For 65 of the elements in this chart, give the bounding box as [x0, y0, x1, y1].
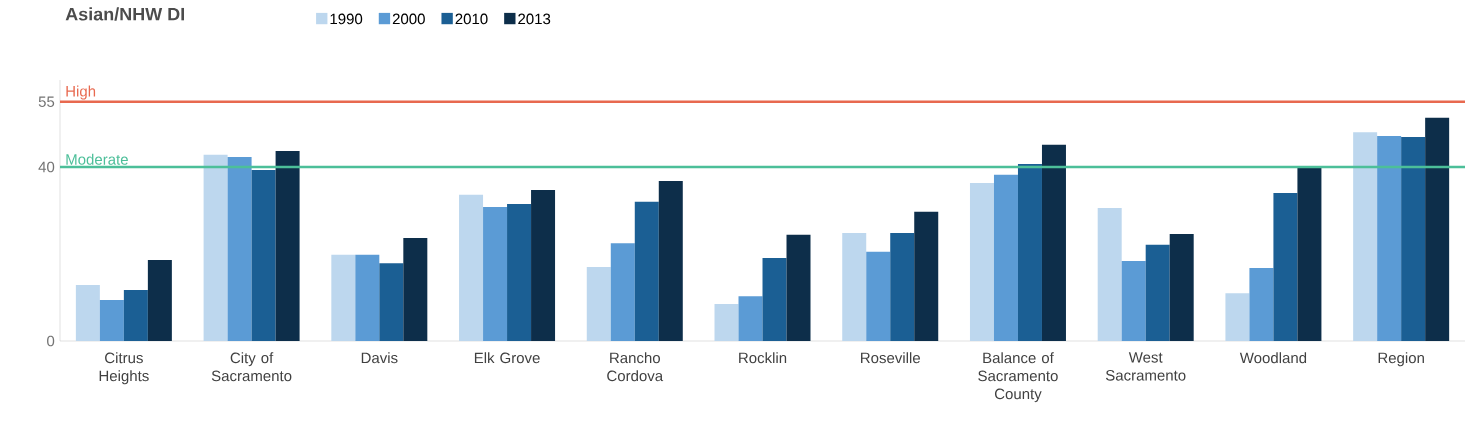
ref-line-label: High — [66, 85, 96, 100]
legend-label: 1990 — [330, 13, 363, 25]
y-tick-label: 40 — [38, 161, 55, 173]
bar — [483, 207, 508, 341]
bar — [147, 260, 172, 341]
bar — [507, 203, 532, 341]
x-tick-label: Citrus Heights — [99, 352, 149, 385]
bar — [1225, 293, 1250, 341]
bar — [1249, 267, 1274, 341]
bar — [738, 296, 763, 341]
bar — [331, 254, 356, 341]
chart-title: Asian/NHW DI — [65, 7, 184, 21]
x-tick-label: City of Sacramento — [211, 352, 292, 382]
x-tick-label: Rancho Cordova — [607, 352, 664, 382]
bar — [379, 263, 404, 341]
bar — [75, 284, 100, 341]
bar — [355, 254, 380, 341]
bar — [1041, 144, 1066, 341]
legend-label: 2013 — [518, 13, 551, 25]
legend-label: 2000 — [392, 13, 425, 25]
bar — [99, 300, 124, 341]
bar — [1401, 136, 1426, 341]
bar — [714, 304, 739, 341]
bar — [459, 194, 484, 341]
x-tick-label: Woodland — [1239, 352, 1307, 364]
bar — [658, 180, 683, 341]
x-tick-label: Balance of Sacramento County — [978, 352, 1058, 403]
bar — [762, 257, 787, 341]
bar — [993, 174, 1018, 341]
bar — [531, 190, 556, 341]
bar — [1017, 163, 1042, 341]
bar — [1145, 244, 1170, 341]
bar — [123, 290, 148, 341]
bar — [842, 233, 867, 341]
bar — [1121, 260, 1146, 341]
bar — [275, 150, 300, 341]
bar — [866, 251, 891, 341]
y-tick-label: 55 — [38, 96, 55, 107]
bar — [203, 154, 228, 341]
bar — [403, 237, 428, 341]
x-tick-label: Elk Grove — [474, 352, 540, 364]
bar — [634, 201, 659, 341]
bar — [251, 170, 276, 341]
bar — [1425, 117, 1450, 341]
x-tick-label: Region — [1378, 352, 1424, 367]
bar — [969, 183, 994, 341]
bar — [227, 156, 252, 341]
x-tick-label: Rocklin — [739, 352, 787, 364]
bar — [890, 233, 915, 341]
bar — [1353, 132, 1378, 341]
bar — [1377, 136, 1402, 341]
bar — [1169, 233, 1194, 341]
x-tick-label: Roseville — [861, 352, 920, 364]
bar — [586, 267, 611, 341]
bar — [914, 211, 939, 341]
x-tick-label: West Sacramento — [1105, 352, 1186, 381]
bar — [1273, 193, 1298, 341]
bar — [1297, 167, 1322, 341]
legend-label: 2010 — [455, 13, 488, 25]
x-tick-label: Davis — [361, 352, 398, 364]
y-tick-label: 0 — [47, 335, 55, 347]
bar — [610, 243, 635, 341]
ref-line-label: Moderate — [66, 153, 128, 165]
bar — [1097, 207, 1122, 341]
bar — [786, 234, 811, 341]
